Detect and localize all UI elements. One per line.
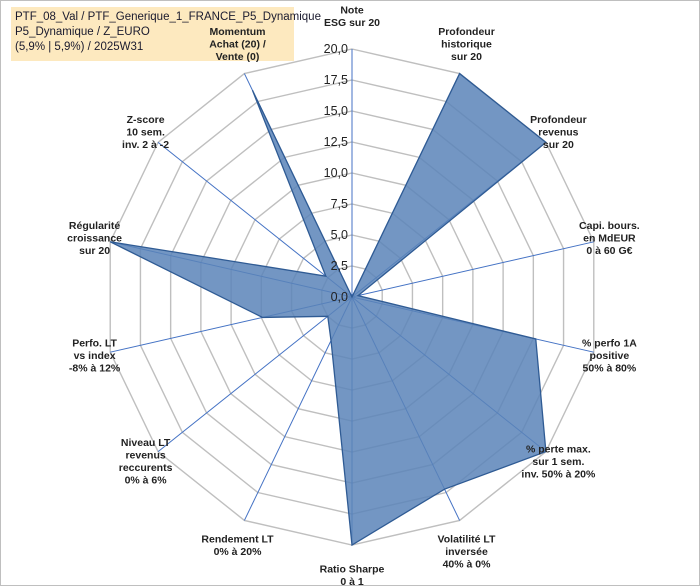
axis-label-9-line-0: Niveau LT [121, 437, 171, 449]
axis-label-4-line-1: positive [590, 350, 630, 362]
axis-label-10-line-2: -8% à 12% [69, 363, 121, 375]
axis-label-13-line-1: Achat (20) / [209, 39, 266, 51]
title-line-2: P5_Dynamique / Z_EURO [15, 26, 150, 38]
axis-label-0-line-1: ESG sur 20 [324, 17, 380, 29]
axis-label-5-line-2: inv. 50% à 20% [521, 468, 596, 480]
axis-line-3 [351, 241, 594, 298]
data-area [109, 72, 547, 547]
axis-label-5-line-0: % perte max. [526, 443, 591, 455]
axis-label-13-line-2: Vente (0) [216, 51, 260, 63]
axis-line-12 [157, 141, 353, 298]
axis-label-3-line-0: Capi. bours. [579, 220, 640, 232]
axis-label-6-line-2: 40% à 0% [443, 558, 492, 570]
axis-label-11-line-1: croissance [67, 233, 122, 245]
title-line-1: PTF_08_Val / PTF_Generique_1_FRANCE_P5_D… [15, 11, 321, 23]
tick-label-7: 17,5 [324, 73, 348, 87]
axis-label-9-line-1: revenus [125, 450, 165, 462]
axis-label-1-line-1: historique [441, 39, 492, 51]
axis-label-2-line-0: Profondeur [530, 114, 587, 126]
title-line-3: (5,9% | 5,9%) / 2025W31 [15, 41, 144, 53]
axis-label-8-line-1: 0% à 20% [214, 546, 263, 558]
axis-label-2-line-2: sur 20 [543, 139, 574, 151]
axis-label-5-line-1: sur 1 sem. [532, 456, 584, 468]
axis-label-11-line-0: Régularité [69, 220, 121, 232]
tick-label-0: 0,0 [331, 290, 348, 304]
axis-label-12-line-0: Z-score [127, 114, 165, 126]
axis-label-12-line-2: inv. 2 à -2 [122, 139, 169, 151]
axis-label-6-line-0: Volatilité LT [438, 533, 497, 545]
axis-label-2-line-1: revenus [538, 127, 578, 139]
axis-label-3-line-1: en MdEUR [583, 233, 636, 245]
axis-label-0-line-0: Note [340, 5, 363, 17]
axis-label-11-line-2: sur 20 [79, 245, 110, 257]
chart-title-box: PTF_08_Val / PTF_Generique_1_FRANCE_P5_D… [11, 7, 321, 61]
tick-label-3: 7,5 [331, 197, 348, 211]
axis-label-9-line-2: reccurents [119, 462, 173, 474]
tick-label-5: 12,5 [324, 135, 348, 149]
axis-line-9 [157, 296, 353, 453]
axis-label-1-line-0: Profondeur [438, 26, 495, 38]
tick-label-4: 10,0 [324, 166, 348, 180]
axis-label-8: Rendement LT0% à 20% [201, 533, 274, 558]
axis-label-9-line-3: 0% à 6% [125, 475, 168, 487]
axis-label-7-line-1: 0 à 1 [340, 576, 364, 585]
tick-label-8: 20,0 [324, 42, 348, 56]
axis-label-3-line-2: 0 à 60 G€ [586, 245, 632, 257]
axis-label-8-line-0: Rendement LT [201, 533, 274, 545]
axis-label-6-line-1: inversée [445, 546, 488, 558]
axis-label-10-line-1: vs index [74, 350, 116, 362]
axis-label-13-line-0: Momentum [210, 26, 266, 38]
axis-label-10-line-0: Perfo. LT [72, 338, 117, 350]
tick-label-1: 2,5 [331, 259, 348, 273]
axis-label-5: % perte max.sur 1 sem.inv. 50% à 20% [521, 443, 596, 480]
tick-label-2: 5,0 [331, 228, 348, 242]
axis-label-7-line-0: Ratio Sharpe [320, 564, 385, 576]
axis-label-12-line-1: 10 sem. [126, 127, 165, 139]
axis-label-4-line-2: 50% à 80% [583, 363, 637, 375]
axis-label-1-line-2: sur 20 [451, 51, 482, 63]
axis-label-4-line-0: % perfo 1A [582, 338, 637, 350]
tick-label-6: 15,0 [324, 104, 348, 118]
